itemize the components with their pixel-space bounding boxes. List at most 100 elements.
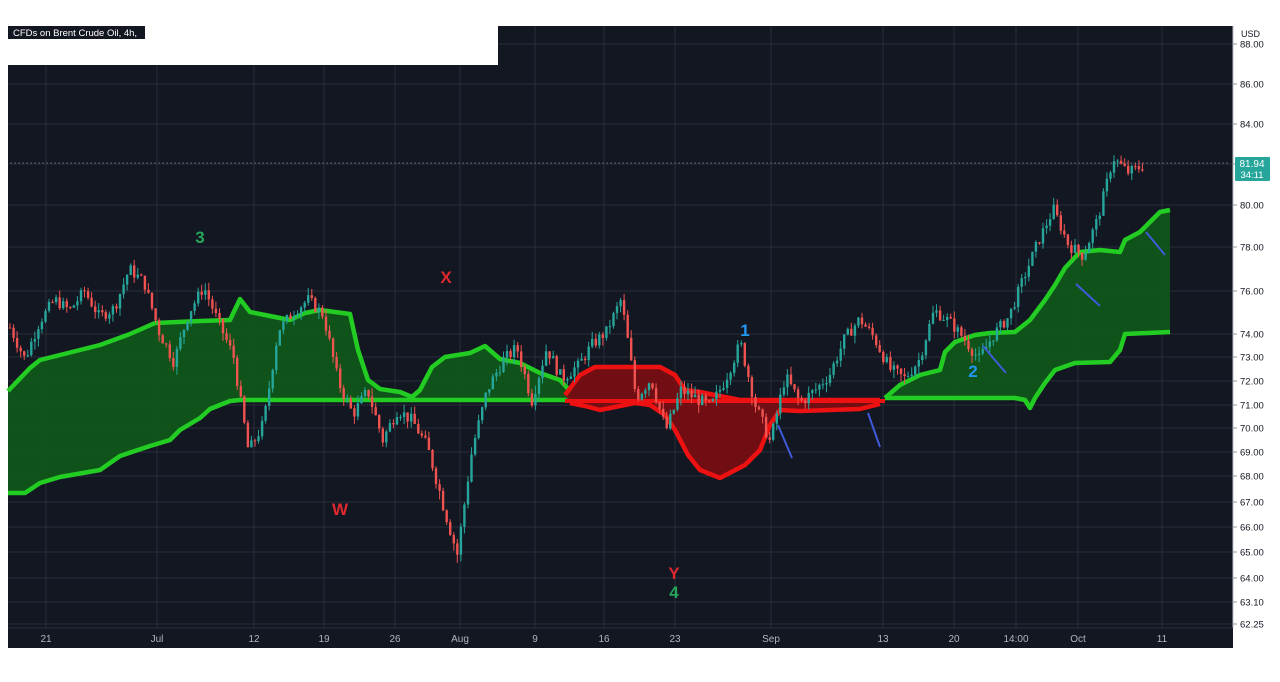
cloud-leading-span-b <box>8 397 571 496</box>
bar-countdown: 34:11 <box>1240 170 1263 181</box>
candle-body <box>207 290 210 300</box>
trend-mark <box>1075 283 1101 307</box>
candle-body <box>1137 166 1141 170</box>
candle-body <box>356 403 360 417</box>
candle-body <box>168 344 171 359</box>
candle-body <box>211 299 214 309</box>
candle-body <box>420 433 423 436</box>
candle-body <box>814 389 817 391</box>
candle-body <box>381 428 384 443</box>
last-price-value: 81.94 <box>1239 159 1264 170</box>
candle-body <box>1130 166 1133 174</box>
candle-body <box>637 389 640 400</box>
candle-body <box>456 543 459 555</box>
price-axis-panel[interactable] <box>1233 26 1280 628</box>
candle-body <box>459 526 463 555</box>
candle-body <box>701 395 704 405</box>
candle-body <box>314 298 317 312</box>
candle-body <box>1119 160 1123 164</box>
candle-body <box>942 320 945 321</box>
candle-body <box>94 306 97 313</box>
candle-body <box>275 345 278 370</box>
candle-body <box>488 389 491 393</box>
candle-body <box>285 315 289 322</box>
wave-label-2: 2 <box>968 362 977 381</box>
candle-body <box>970 349 974 356</box>
candle-body <box>214 308 218 313</box>
time-axis-label: 12 <box>248 634 260 645</box>
candle-body <box>1123 163 1126 166</box>
time-axis-panel[interactable] <box>8 628 1233 648</box>
price-tick-label: 86.00 <box>1240 80 1264 91</box>
candle-body <box>406 412 409 422</box>
candle-body <box>40 321 44 330</box>
candle-body <box>23 351 26 356</box>
candle-body <box>165 343 168 345</box>
candle-body <box>672 409 675 414</box>
candle-body <box>843 334 846 349</box>
candle-body <box>967 340 970 350</box>
candle-body <box>1134 166 1137 168</box>
ichimoku-clouds <box>6 207 1171 496</box>
candle-body <box>33 338 36 342</box>
candle-body <box>1141 169 1144 171</box>
candle-body <box>889 357 892 370</box>
candle-body <box>1020 278 1023 287</box>
candle-body <box>299 307 303 315</box>
red-cloud-upper <box>563 364 880 403</box>
symbol-title[interactable]: CFDs on Brent Crude Oil, 4h, <box>13 28 137 39</box>
candle-body <box>473 438 477 455</box>
candle-body <box>995 327 999 341</box>
candle-body <box>402 412 406 417</box>
candle-body <box>548 351 551 359</box>
price-tick-label: 62.25 <box>1240 620 1264 631</box>
candle-body <box>197 291 200 304</box>
currency-label: USD <box>1241 29 1261 39</box>
candle-body <box>871 327 874 336</box>
candle-body <box>37 329 40 339</box>
candle-body <box>981 349 984 354</box>
candlesticks <box>8 155 1144 563</box>
candle-body <box>346 398 349 400</box>
candle-body <box>1066 234 1070 246</box>
candle-body <box>175 348 179 367</box>
candle-body <box>818 384 821 390</box>
candle-body <box>225 333 228 340</box>
candle-body <box>612 313 615 327</box>
candle-body <box>1017 286 1020 307</box>
time-axis-label: 13 <box>877 634 889 645</box>
candle-body <box>147 289 150 293</box>
time-axis-label: Sep <box>762 634 780 645</box>
candle-body <box>26 355 29 357</box>
candle-body <box>761 409 764 417</box>
cloud-right-lower <box>885 329 1171 411</box>
candle-body <box>452 535 455 544</box>
candle-body <box>491 376 494 390</box>
candle-body <box>260 420 264 437</box>
candle-body <box>772 423 775 440</box>
candle-body <box>725 379 729 388</box>
candle-body <box>484 392 487 408</box>
candle-body <box>324 316 328 331</box>
candle-body <box>676 398 679 410</box>
candle-body <box>157 320 161 336</box>
last-price-tag <box>1235 157 1270 181</box>
candle-body <box>1095 219 1098 230</box>
candle-body <box>956 327 959 332</box>
candle-body <box>15 338 19 348</box>
candle-body <box>239 386 242 397</box>
candle-body <box>860 317 864 325</box>
time-axis-label: 26 <box>389 634 401 645</box>
candle-body <box>750 377 754 398</box>
candle-body <box>832 363 835 375</box>
candle-body <box>527 374 530 394</box>
candle-body <box>697 394 700 405</box>
candle-body <box>850 328 853 336</box>
candle-body <box>576 360 580 368</box>
candle-body <box>938 310 942 321</box>
wave-label-y: Y <box>668 564 680 583</box>
candle-body <box>523 367 526 375</box>
candle-body <box>122 284 125 295</box>
